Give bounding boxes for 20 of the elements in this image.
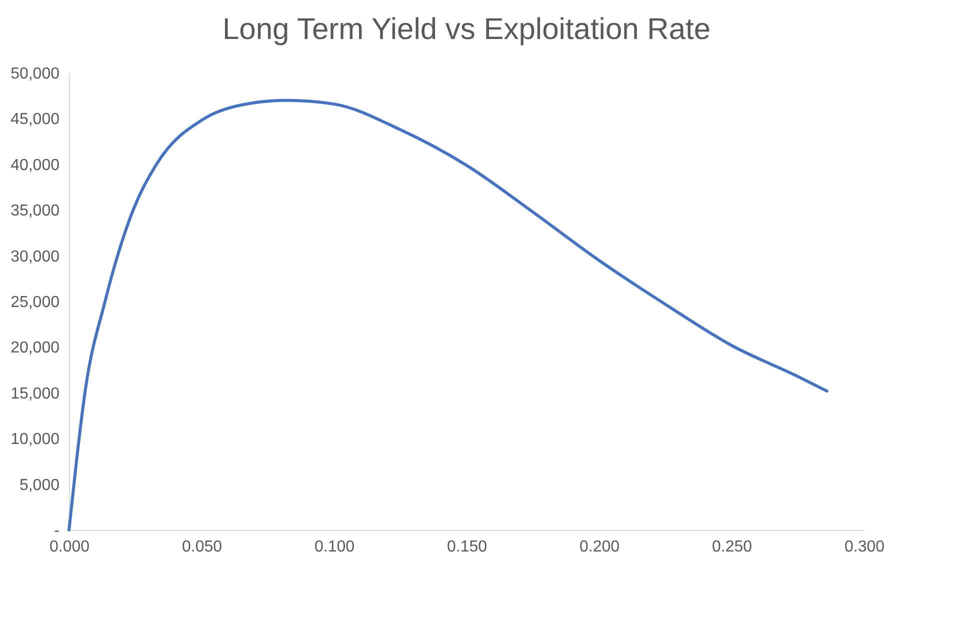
y-tick-label: 50,000 [10, 66, 60, 82]
y-tick-label: 40,000 [10, 156, 60, 174]
y-tick-label: 25,000 [10, 294, 60, 311]
y-tick-label: 15,000 [10, 385, 60, 402]
y-tick-label: 5,000 [19, 476, 60, 494]
x-tick-label: 0.200 [579, 538, 620, 556]
x-tick-label: 0.000 [49, 538, 90, 556]
y-tick-label: 10,000 [10, 431, 60, 448]
x-tick-label: 0.050 [182, 538, 222, 556]
y-tick-label: - [54, 522, 60, 540]
y-tick-label: 35,000 [10, 202, 60, 220]
x-tick-label: 0.100 [314, 538, 355, 556]
y-tick-label: 30,000 [10, 248, 60, 266]
chart-title: Long Term Yield vs Exploitation Rate [222, 13, 711, 46]
line-series [68, 98, 828, 532]
x-tick-label: 0.150 [446, 538, 488, 556]
y-tick-label: 45,000 [10, 111, 60, 128]
x-tick-label: 0.250 [712, 538, 752, 556]
y-tick-label: 20,000 [10, 340, 60, 357]
x-tick-label: 0.300 [844, 538, 885, 556]
